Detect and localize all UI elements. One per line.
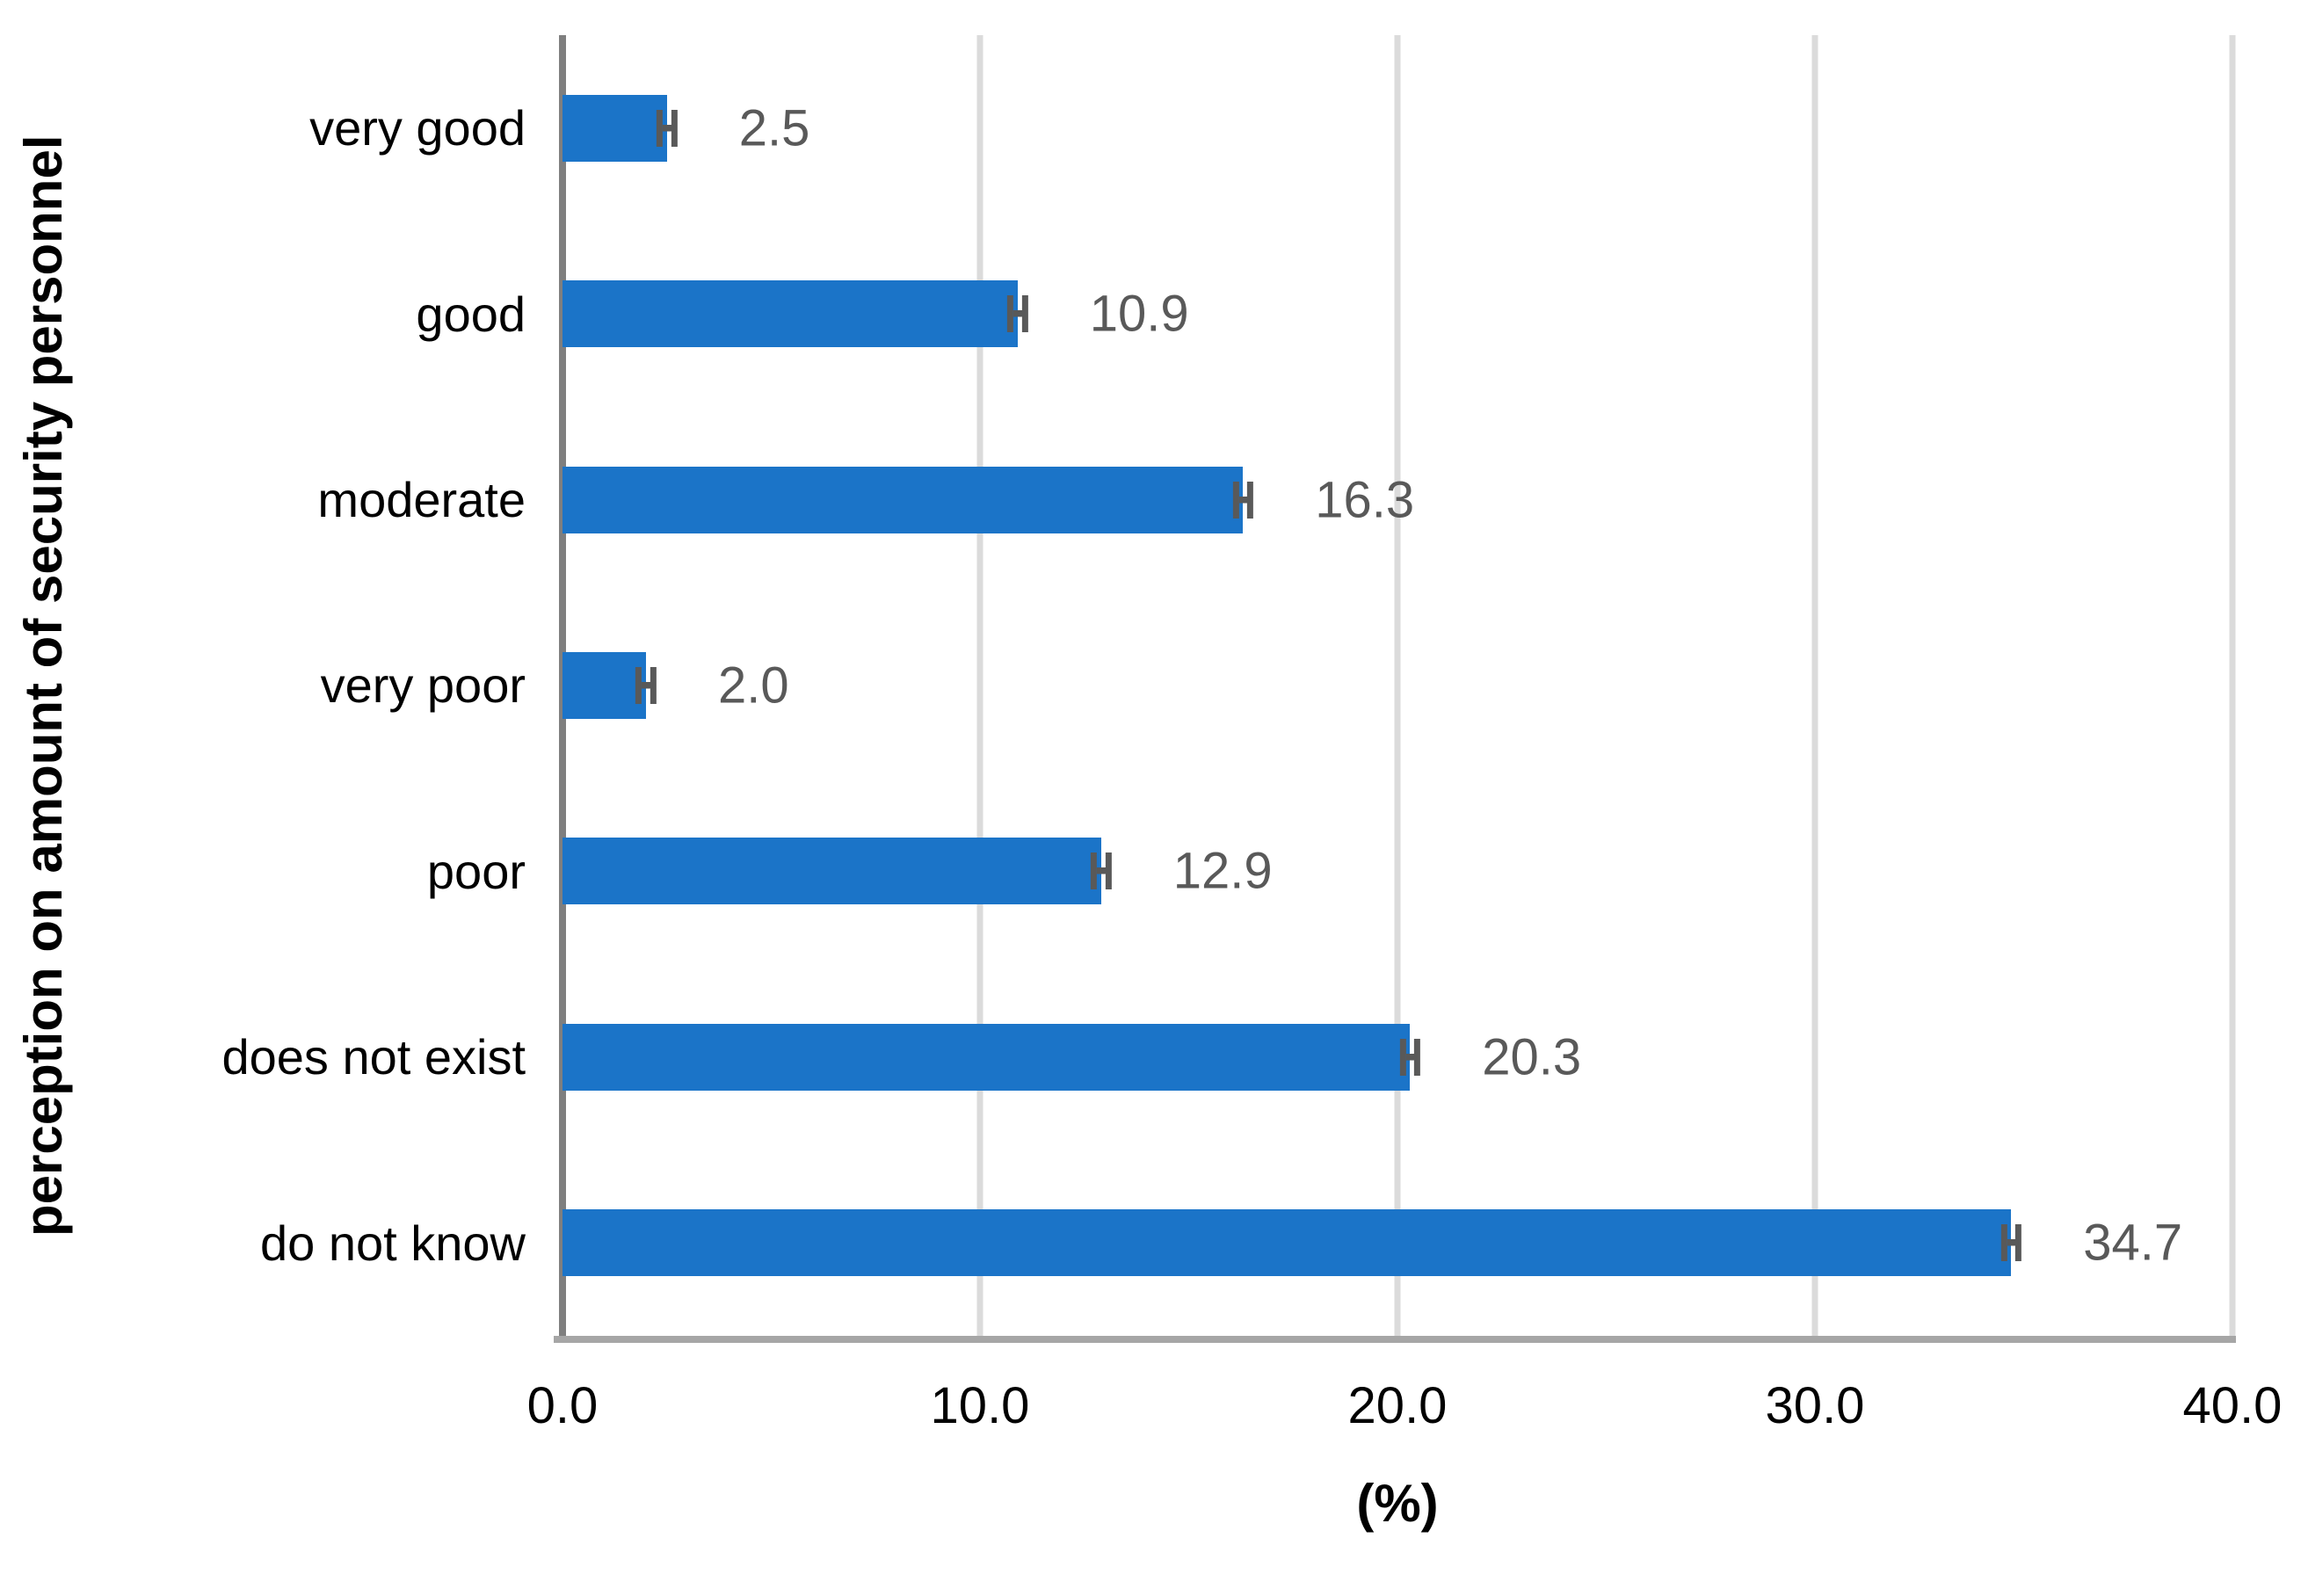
bar: 34.7 <box>562 1209 2182 1277</box>
bar: 20.3 <box>562 1023 1581 1091</box>
x-tick-label: 20.0 <box>1347 1377 1448 1434</box>
error-bar <box>1006 295 1028 333</box>
x-axis-line <box>554 1336 2236 1343</box>
gridline-20 <box>1394 35 1401 1336</box>
gridline-30 <box>1811 35 1818 1336</box>
bar-row: poor 12.9 <box>427 779 2232 964</box>
bar: 10.9 <box>562 280 1189 348</box>
bar-rows: very good 2.5 good 10.9 moderate 16.3 very poo… <box>221 35 2232 1336</box>
category-label: poor <box>426 843 526 899</box>
category-label: moderate <box>317 472 526 528</box>
value-label: 10.9 <box>1089 285 1189 343</box>
bar: 2.5 <box>562 94 809 162</box>
bar-row: very poor 2.0 <box>321 592 2232 778</box>
error-bar <box>1090 852 1112 890</box>
gridline-10 <box>976 35 983 1336</box>
bar: 16.3 <box>562 466 1414 533</box>
bar: 2.0 <box>562 651 789 719</box>
category-label: good <box>416 286 526 342</box>
value-label: 12.9 <box>1172 842 1273 900</box>
value-label: 16.3 <box>1315 471 1415 529</box>
value-label: 20.3 <box>1482 1028 1582 1086</box>
plot-area: very good 2.5 good 10.9 moderate 16.3 very poo… <box>221 35 2236 1343</box>
value-label: 34.7 <box>2083 1214 2183 1272</box>
x-tick-label: 40.0 <box>2182 1377 2283 1434</box>
gridline-40 <box>2229 35 2236 1336</box>
bar: 12.9 <box>562 838 1273 905</box>
error-bar <box>2000 1224 2022 1262</box>
bar-row: moderate 16.3 <box>317 407 2232 592</box>
category-label: very poor <box>320 657 526 714</box>
value-label: 2.0 <box>718 657 789 715</box>
bar-row: does not exist 20.3 <box>221 964 2232 1150</box>
value-label: 2.5 <box>738 99 810 157</box>
error-bar <box>1232 481 1254 519</box>
category-label: do not know <box>260 1215 526 1271</box>
x-tick-label: 10.0 <box>930 1377 1030 1434</box>
x-tick-labels: 0.0 10.0 20.0 30.0 40.0 <box>527 1376 2283 1447</box>
error-bar <box>656 109 678 147</box>
x-axis-label: (%) <box>1356 1474 1439 1533</box>
bar-row: good 10.9 <box>416 221 2232 406</box>
y-axis-title: perception on amount of security personn… <box>14 134 73 1237</box>
bar-row: very good 2.5 <box>309 35 2232 221</box>
category-label: very good <box>309 100 526 156</box>
x-tick-label: 30.0 <box>1765 1377 1865 1434</box>
x-tick-label: 0.0 <box>526 1377 599 1434</box>
bar-row: do not know 34.7 <box>260 1150 2232 1336</box>
error-bar <box>1399 1038 1421 1076</box>
error-bar <box>635 666 657 704</box>
category-label: does not exist <box>221 1029 526 1085</box>
